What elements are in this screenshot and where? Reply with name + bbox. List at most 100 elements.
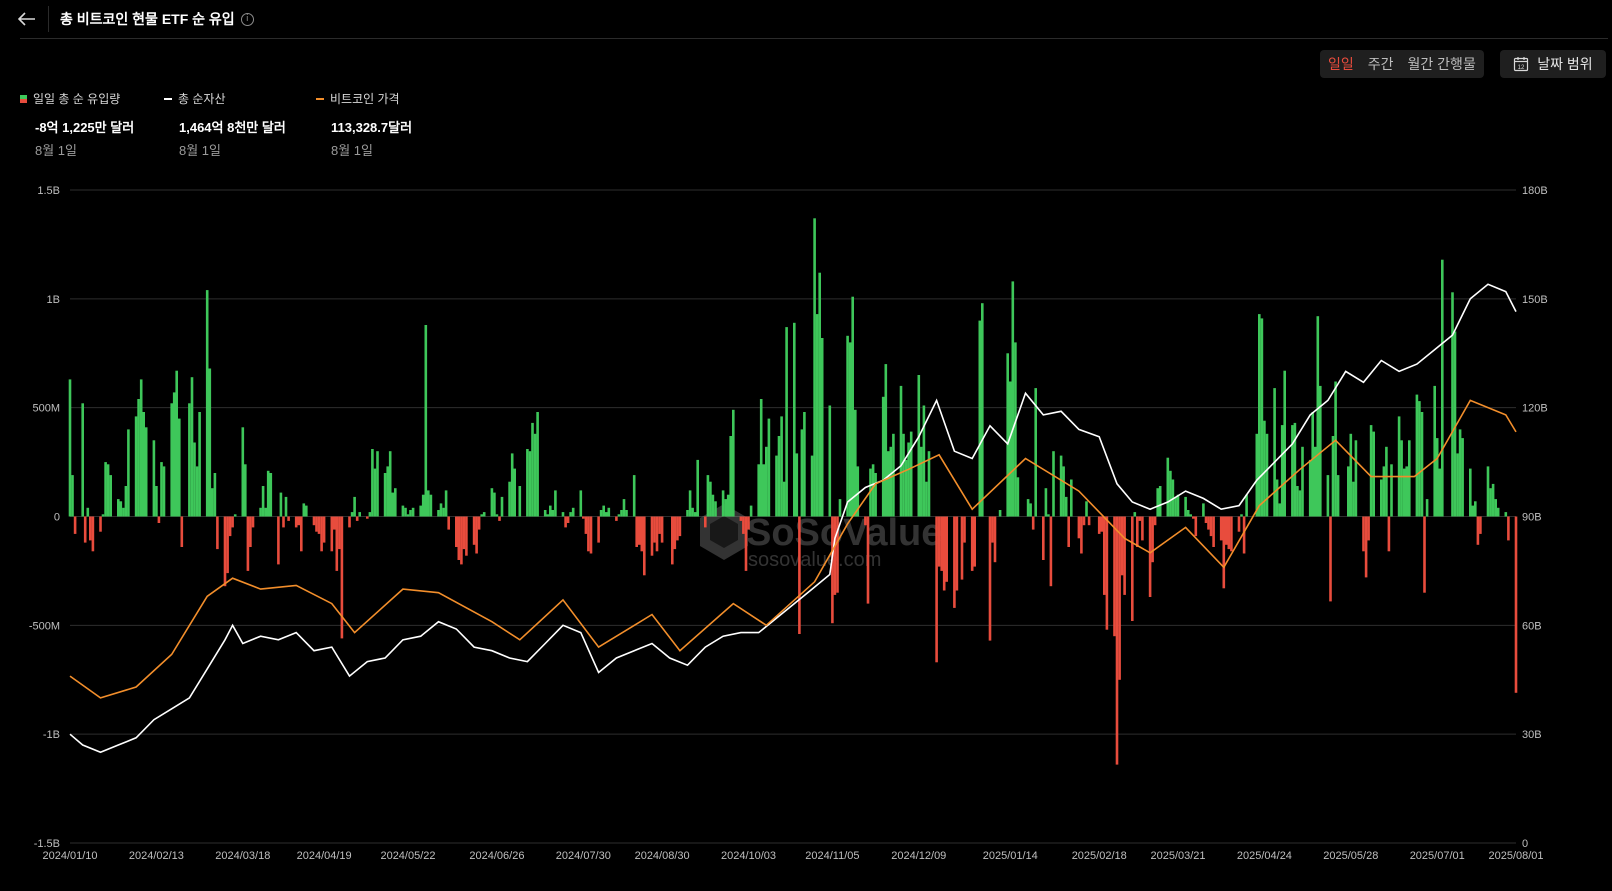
inflow-bar (172, 392, 176, 517)
toggle-monthly[interactable]: 월간 간행물 (1407, 56, 1476, 72)
inflow-bar (89, 516, 92, 541)
inflow-bar (1296, 486, 1299, 517)
inflow-bar (1364, 516, 1368, 578)
inflow-bar (160, 462, 163, 517)
inflow-bar (1390, 464, 1393, 517)
inflow-bar (493, 492, 496, 517)
inflow-bar (686, 510, 689, 517)
legend-label-daily-inflow: 일일 총 순 유입량 (33, 92, 121, 106)
inflow-bar (1016, 477, 1020, 517)
inflow-bar (587, 516, 590, 552)
inflow-bar (810, 455, 814, 517)
inflow-bar (442, 507, 445, 517)
inflow-bar (226, 516, 229, 574)
inflow-bar (81, 403, 84, 517)
inflow-bar (673, 516, 677, 550)
calendar-icon-number: 12 (1518, 65, 1525, 71)
x-axis-tick-label: 2025/05/28 (1323, 850, 1378, 862)
inflow-bar (1423, 516, 1426, 593)
inflow-bar (1479, 516, 1482, 534)
inflow-bar (465, 516, 468, 556)
legend-net-assets: 총 순자산 1,464억 8천만 달러 8월 1일 (164, 90, 286, 159)
inflow-bar (411, 507, 415, 517)
inflow-bar (1471, 505, 1475, 517)
legend-date-net-assets: 8월 1일 (179, 143, 221, 158)
inflow-bar (1329, 516, 1332, 602)
inflow-bar (190, 377, 194, 517)
inflow-bar (1486, 466, 1490, 517)
inflow-bar (978, 320, 982, 517)
inflow-bar (706, 475, 710, 517)
inflow-bar (482, 512, 486, 517)
inflow-bar (899, 385, 903, 517)
info-icon[interactable]: i (240, 12, 254, 26)
inflow-bar (620, 510, 623, 517)
inflow-bar (1293, 422, 1297, 517)
inflow-bar (1184, 496, 1187, 517)
inflow-bar (348, 516, 351, 528)
inflow-bar (887, 451, 890, 517)
inflow-bar (582, 516, 585, 519)
inflow-bar (688, 490, 692, 517)
inflow-bar (155, 486, 158, 517)
inflow-bar (526, 449, 529, 517)
inflow-bar (742, 516, 745, 534)
date-range-button[interactable]: 12 날짜 범위 (1500, 50, 1606, 78)
inflow-bar (907, 442, 910, 517)
inflow-bar (312, 516, 316, 526)
inflow-bar (195, 466, 199, 517)
toggle-weekly[interactable]: 주간 (1367, 56, 1394, 72)
back-button[interactable] (14, 6, 40, 32)
inflow-bar (1087, 516, 1091, 526)
inflow-bar (406, 514, 410, 517)
left-axis-tick-label: 500M (32, 403, 60, 415)
inflow-bar (500, 496, 504, 517)
inflow-bar (1420, 412, 1424, 517)
inflow-bar (144, 427, 148, 517)
inflow-bar (490, 488, 494, 517)
inflow-bar (828, 405, 832, 517)
etf-flow-chart[interactable]: SoSoValue sosovalue.com 1.5B 1B 500M 0 -500M… (0, 180, 1612, 891)
inflow-bar (866, 516, 870, 604)
inflow-bar (1240, 514, 1243, 517)
toggle-daily[interactable]: 일일 (1328, 56, 1354, 72)
inflow-bar (869, 468, 872, 517)
inflow-bar (495, 514, 499, 517)
inflow-bar (1136, 516, 1139, 547)
btc-price-line (69, 399, 1517, 699)
inflow-bar (1334, 381, 1337, 517)
inflow-bar (1064, 496, 1068, 517)
inflow-bar (124, 486, 128, 517)
inflow-bar (366, 516, 369, 519)
inflow-bar (305, 505, 308, 517)
inflow-bar (139, 379, 143, 517)
inflow-bar (1044, 488, 1048, 517)
inflow-bar (1166, 457, 1170, 517)
watermark-brand: SoSoValue (746, 512, 942, 554)
inflow-bar (643, 516, 646, 576)
inflow-bar (368, 512, 372, 517)
inflow-bar (1514, 516, 1518, 693)
legend-date-btc-price: 8월 1일 (331, 143, 373, 158)
inflow-bar (340, 516, 344, 639)
line-swatch-icon (164, 97, 172, 100)
inflow-bar (1097, 516, 1101, 534)
inflow-bar (831, 516, 834, 624)
inflow-bar (920, 446, 923, 517)
inflow-bar (704, 516, 707, 528)
inflow-bar (358, 512, 361, 517)
inflow-bar (205, 290, 209, 517)
inflow-bar (180, 516, 184, 547)
inflow-bar (472, 516, 476, 545)
inflow-bar (134, 416, 138, 517)
inflow-bar (1453, 331, 1457, 517)
inflow-bar (1034, 388, 1037, 517)
inflow-bar (851, 296, 854, 517)
inflow-bar (927, 451, 931, 517)
inflow-bar (691, 507, 694, 517)
inflow-bar (282, 516, 285, 528)
inflow-bar (1507, 516, 1510, 541)
x-axis-tick-label: 2025/03/21 (1150, 850, 1205, 862)
inflow-bar (1316, 316, 1320, 517)
inflow-bar (1219, 516, 1223, 541)
